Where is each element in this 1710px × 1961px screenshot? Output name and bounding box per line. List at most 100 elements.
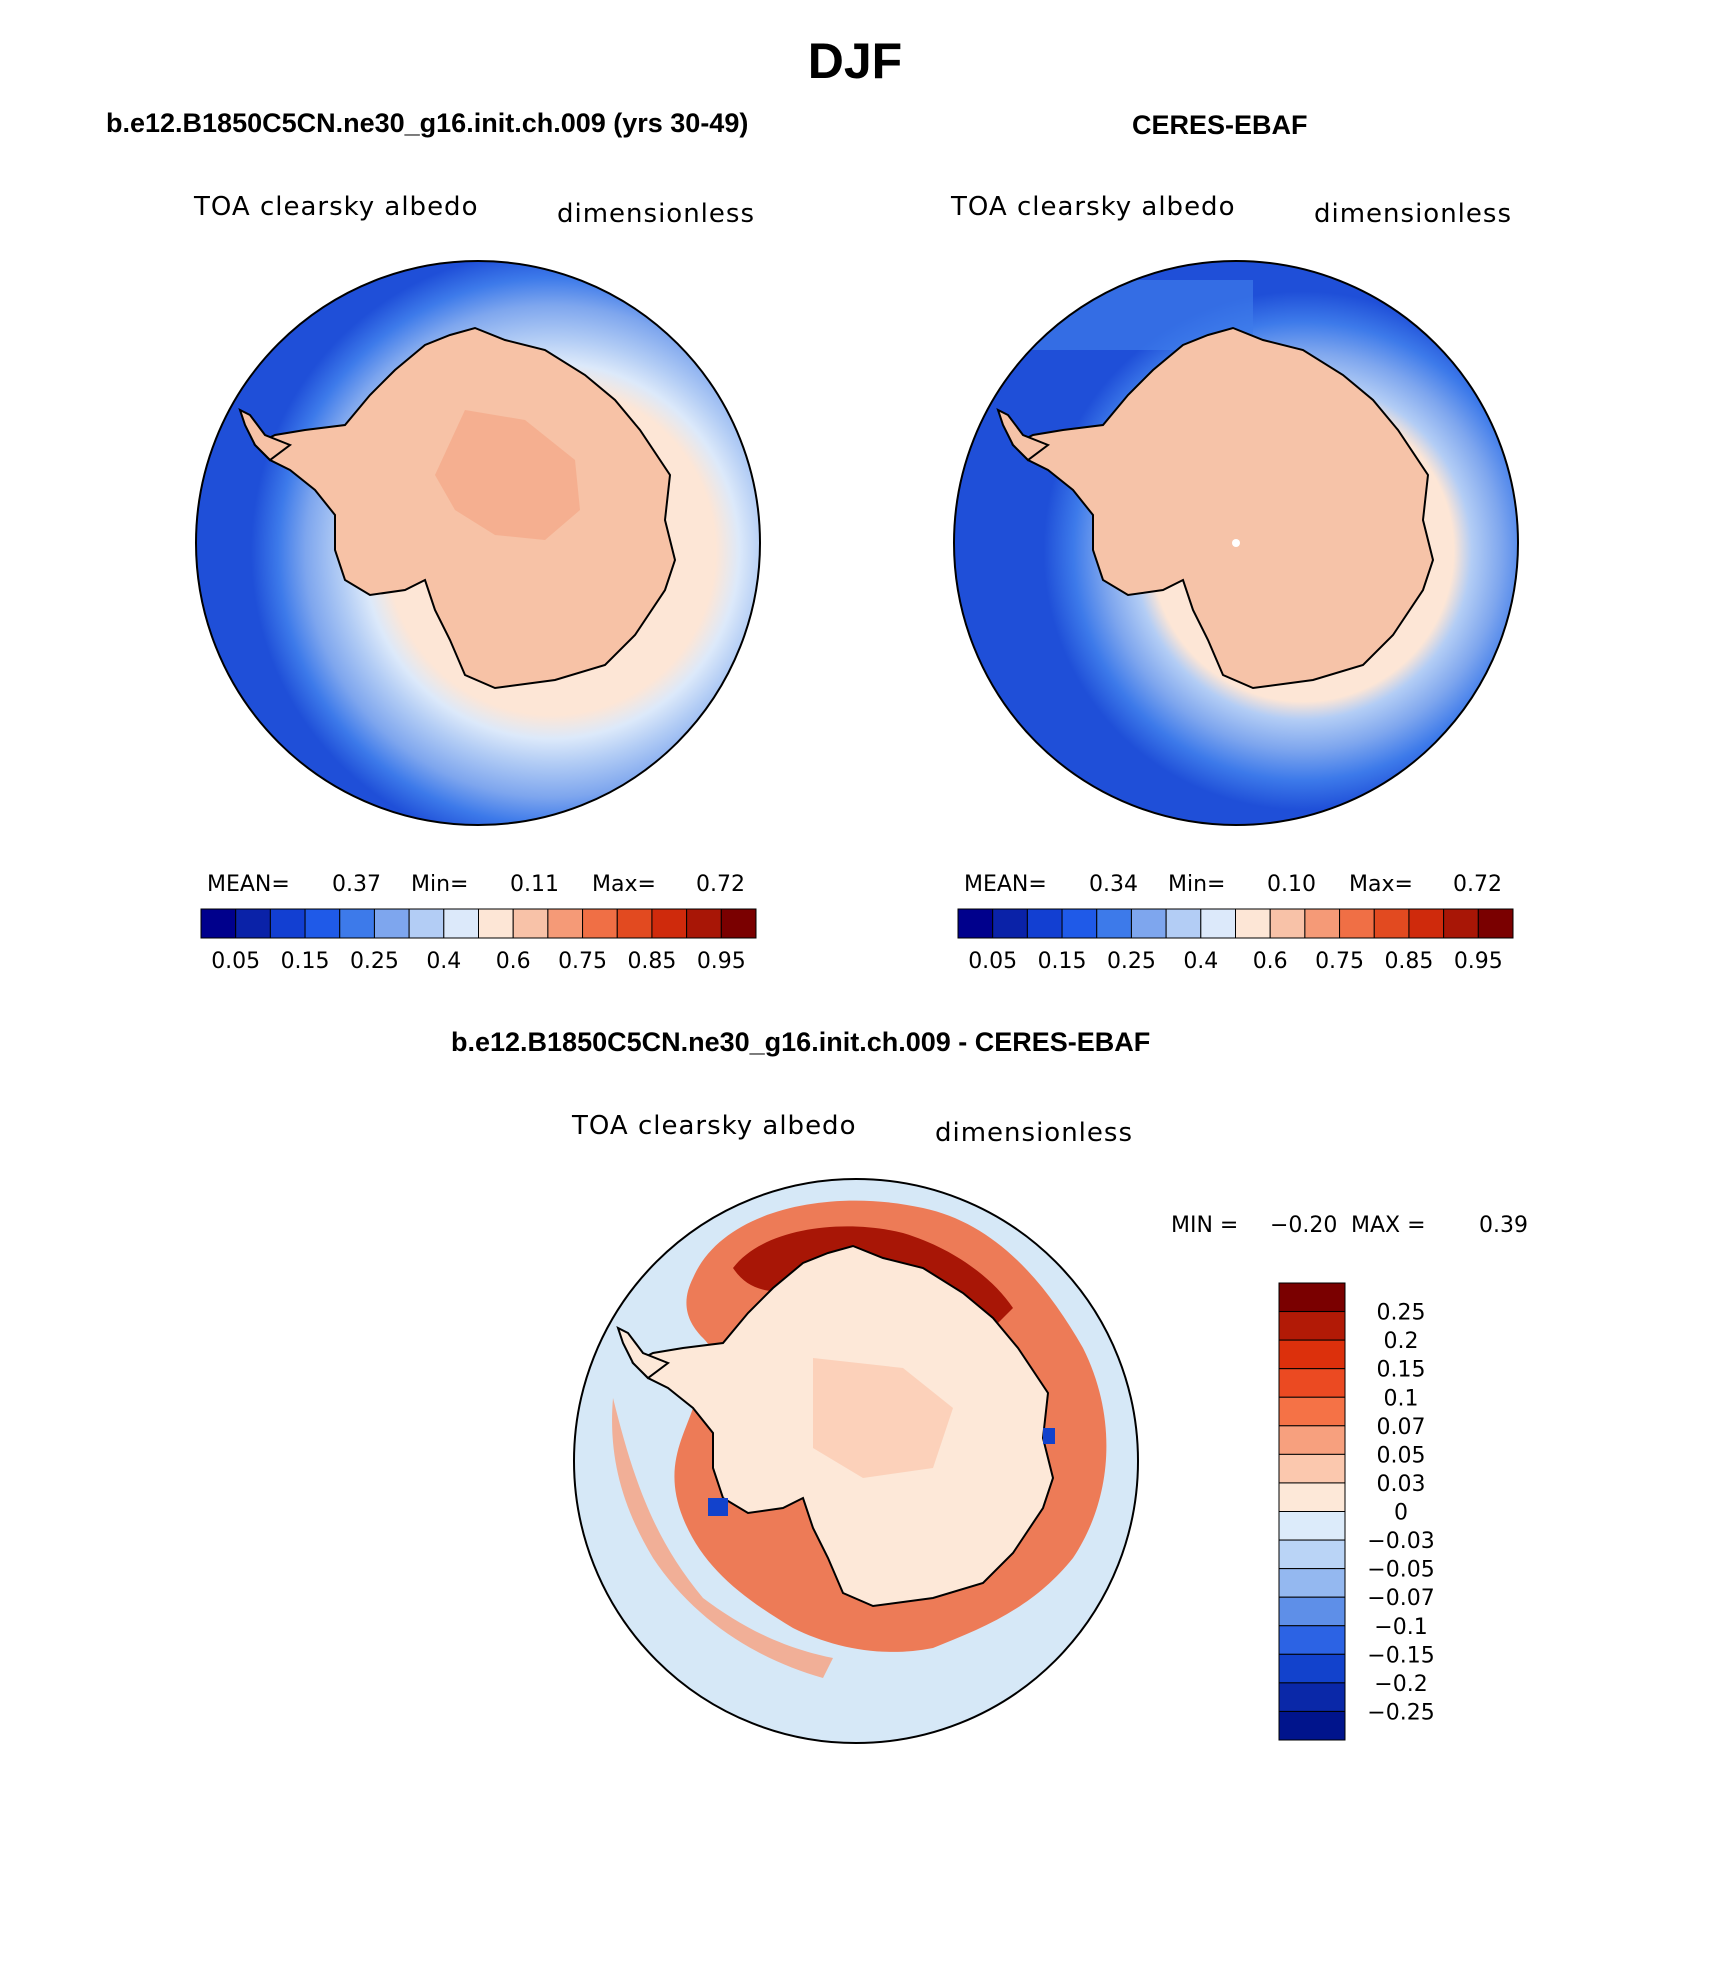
colorbar-swatch <box>582 908 618 939</box>
colorbar-tick-label: 0.4 <box>1183 949 1218 974</box>
colorbar-swatch <box>1096 908 1132 939</box>
colorbar-swatch <box>957 908 994 939</box>
diff-max-label: MAX = <box>1351 1213 1426 1238</box>
colorbar-swatch <box>1278 1453 1346 1484</box>
model-peninsula <box>238 408 293 462</box>
colorbar-tick-label: 0.2 <box>1384 1329 1419 1354</box>
colorbar-swatch <box>1278 1682 1346 1712</box>
colorbar-swatch <box>235 908 271 939</box>
colorbar-swatch <box>373 908 410 939</box>
colorbar-swatch <box>1443 908 1479 939</box>
colorbar-swatch <box>1373 908 1410 939</box>
model-variable-label: TOA clearsky albedo <box>194 192 479 222</box>
colorbar-swatch <box>339 908 375 939</box>
model-interior-high <box>435 410 580 540</box>
colorbar-tick-label: 0.6 <box>496 949 531 974</box>
colorbar-swatch <box>1200 908 1236 939</box>
obs-min-label: Min= <box>1168 872 1226 897</box>
colorbar-swatch <box>1278 1282 1346 1313</box>
model-units-label: dimensionless <box>557 199 755 229</box>
colorbar-swatch <box>1408 908 1445 939</box>
colorbar-swatch <box>269 908 306 939</box>
colorbar-swatch <box>1061 908 1098 939</box>
obs-units-label: dimensionless <box>1314 199 1512 229</box>
colorbar-tick-label: 0.15 <box>1038 949 1087 974</box>
colorbar-tick-label: 0 <box>1394 1501 1408 1526</box>
colorbar-tick-label: −0.03 <box>1367 1529 1434 1554</box>
colorbar-swatch <box>1278 1482 1346 1512</box>
diff-units-label: dimensionless <box>935 1118 1133 1148</box>
colorbar-swatch <box>1278 1339 1346 1370</box>
obs-antarctica-landmass <box>1011 326 1435 690</box>
colorbar-tick-label: 0.4 <box>426 949 461 974</box>
colorbar-swatch <box>1304 908 1341 939</box>
diff-polar-map <box>573 1178 1139 1744</box>
model-max-value: 0.72 <box>696 872 745 897</box>
colorbar-swatch <box>1278 1311 1346 1341</box>
colorbar-tick-label: 0.25 <box>1377 1301 1426 1326</box>
colorbar-swatch <box>651 908 688 939</box>
colorbar-tick-label: −0.1 <box>1374 1615 1427 1640</box>
diff-min-label: MIN = <box>1171 1213 1239 1238</box>
colorbar-swatch <box>512 908 549 939</box>
diff-interior-positive <box>813 1358 953 1478</box>
model-mean-value: 0.37 <box>332 872 381 897</box>
obs-polar-map <box>953 260 1519 826</box>
colorbar-swatch <box>720 908 757 939</box>
colorbar-tick-label: 0.6 <box>1253 949 1288 974</box>
colorbar-swatch <box>1278 1653 1346 1684</box>
colorbar-swatch <box>1339 908 1375 939</box>
colorbar-swatch <box>1026 908 1063 939</box>
diff-colorbar: 0.25 0.2 0.15 0.1 0.07 0.05 0.03 0 −0.03 −0.05 −0.… <box>1278 1282 1435 1741</box>
colorbar-tick-label: 0.05 <box>1377 1443 1426 1468</box>
obs-variable-label: TOA clearsky albedo <box>951 192 1236 222</box>
colorbar-swatch <box>1130 908 1167 939</box>
obs-mean-label: MEAN= <box>964 872 1047 897</box>
colorbar-tick-label: 0.95 <box>1454 949 1503 974</box>
model-colorbar: 0.05 0.15 0.25 0.4 0.6 0.75 0.85 0.95 <box>200 908 757 974</box>
colorbar-swatch <box>1278 1368 1346 1398</box>
colorbar-swatch <box>200 908 237 939</box>
main-title: DJF <box>807 33 903 89</box>
colorbar-swatch <box>616 908 653 939</box>
model-polar-map <box>195 260 761 826</box>
colorbar-swatch <box>1269 908 1306 939</box>
colorbar-swatch <box>1278 1539 1346 1570</box>
diff-weak-positive <box>612 1398 833 1678</box>
colorbar-tick-label: 0.75 <box>1315 949 1364 974</box>
colorbar-swatch <box>686 908 722 939</box>
diff-peninsula <box>616 1326 671 1380</box>
colorbar-tick-label: 0.75 <box>558 949 607 974</box>
diff-min-value: −0.20 <box>1270 1213 1338 1238</box>
colorbar-tick-label: −0.05 <box>1367 1558 1434 1583</box>
colorbar-swatch <box>1278 1625 1346 1655</box>
model-mean-label: MEAN= <box>207 872 290 897</box>
obs-max-value: 0.72 <box>1453 872 1502 897</box>
diff-panel-title: b.e12.B1850C5CN.ne30_g16.init.ch.009 - C… <box>451 1027 1151 1057</box>
colorbar-tick-label: 0.25 <box>350 949 399 974</box>
colorbar-tick-label: 0.85 <box>627 949 676 974</box>
colorbar-tick-label: −0.15 <box>1367 1643 1434 1668</box>
colorbar-swatch <box>1278 1568 1346 1598</box>
colorbar-tick-label: 0.15 <box>281 949 330 974</box>
colorbar-tick-label: 0.85 <box>1384 949 1433 974</box>
diff-max-value: 0.39 <box>1479 1213 1528 1238</box>
colorbar-swatch <box>992 908 1028 939</box>
colorbar-tick-label: 0.25 <box>1107 949 1156 974</box>
colorbar-tick-label: 0.03 <box>1377 1472 1426 1497</box>
obs-colorbar: 0.05 0.15 0.25 0.4 0.6 0.75 0.85 0.95 <box>957 908 1514 974</box>
colorbar-tick-label: 0.1 <box>1384 1386 1419 1411</box>
colorbar-swatch <box>478 908 514 939</box>
colorbar-swatch <box>1278 1710 1346 1741</box>
model-min-value: 0.11 <box>510 872 559 897</box>
obs-panel-title: CERES-EBAF <box>1132 110 1308 140</box>
colorbar-tick-label: 0.05 <box>968 949 1017 974</box>
model-max-label: Max= <box>592 872 656 897</box>
diff-variable-label: TOA clearsky albedo <box>572 1111 857 1141</box>
model-min-label: Min= <box>411 872 469 897</box>
model-panel-title: b.e12.B1850C5CN.ne30_g16.init.ch.009 (yr… <box>106 108 749 138</box>
obs-min-value: 0.10 <box>1267 872 1316 897</box>
obs-peninsula <box>996 408 1051 462</box>
colorbar-swatch <box>547 908 584 939</box>
colorbar-tick-label: 0.15 <box>1377 1358 1426 1383</box>
